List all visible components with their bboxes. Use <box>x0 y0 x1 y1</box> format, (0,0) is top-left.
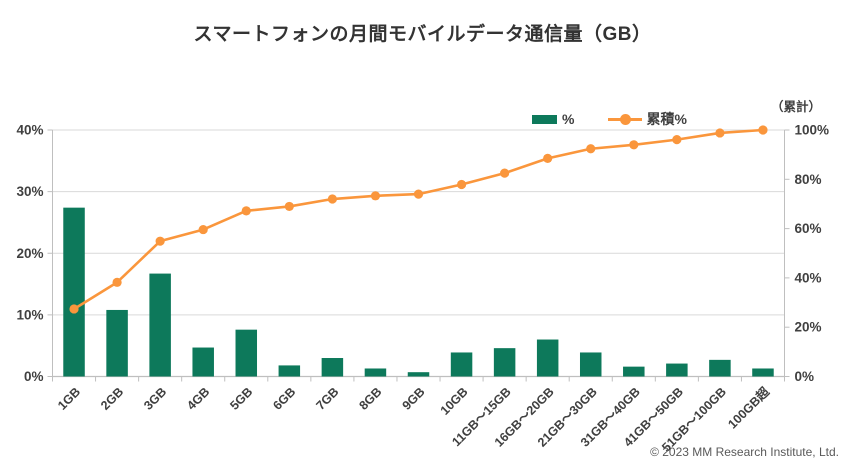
cumulative-point-11 <box>543 153 553 163</box>
cumulative-point-4 <box>241 206 251 216</box>
cumulative-point-13 <box>629 140 639 150</box>
left-tick-label-0: 0% <box>24 369 44 384</box>
chart-title: スマートフォンの月間モバイルデータ通信量（GB） <box>193 24 652 45</box>
bar-14 <box>666 363 688 377</box>
legend-bar-swatch-icon <box>532 115 557 124</box>
cumulative-point-6 <box>327 194 337 204</box>
legend-line-label: 累積% <box>646 111 687 127</box>
bar-11 <box>536 339 559 377</box>
x-label-0: 1GB <box>55 385 83 413</box>
x-label-7: 8GB <box>356 385 384 413</box>
bar-4 <box>235 329 258 377</box>
bar-16 <box>752 368 774 377</box>
left-tick-label-3: 30% <box>16 184 43 199</box>
cumulative-point-3 <box>198 224 208 235</box>
x-label-3: 4GB <box>184 385 212 413</box>
bar-13 <box>623 366 645 377</box>
bar-3 <box>192 347 214 377</box>
left-tick-label-4: 40% <box>16 123 43 138</box>
cumulative-point-15 <box>715 128 725 138</box>
left-tick-label-1: 10% <box>16 307 43 322</box>
cumulative-point-12 <box>586 144 596 154</box>
cumulative-point-1 <box>112 277 122 287</box>
legend-line-dot <box>620 113 632 125</box>
x-label-1: 2GB <box>98 385 126 413</box>
bar-6 <box>321 358 344 377</box>
left-tick-label-2: 20% <box>16 246 43 261</box>
bar-1 <box>106 309 128 377</box>
bar-10 <box>493 348 516 377</box>
bar-15 <box>709 359 731 377</box>
cumulative-point-5 <box>284 201 294 212</box>
cumulative-point-0 <box>69 304 79 314</box>
copyright-text: © 2023 MM Research Institute, Ltd. <box>650 445 839 459</box>
right-tick-label-4: 80% <box>795 172 822 187</box>
x-label-8: 9GB <box>400 385 428 413</box>
bar-2 <box>149 273 171 377</box>
x-label-6: 7GB <box>313 385 341 413</box>
x-label-4: 5GB <box>227 385 255 413</box>
cumulative-line <box>73 128 764 311</box>
bar-12 <box>579 352 602 377</box>
right-tick-label-2: 40% <box>795 270 822 285</box>
bar-7 <box>364 368 387 377</box>
right-tick-label-1: 20% <box>795 320 822 335</box>
right-tick-label-3: 60% <box>795 221 822 236</box>
legend: % 累積% <box>532 111 687 127</box>
right-tick-label-5: 100% <box>795 123 830 138</box>
right-tick-label-0: 0% <box>795 369 815 384</box>
bar-5 <box>278 365 301 377</box>
x-label-16: 100GB超 <box>725 384 773 432</box>
legend-line-marker-icon <box>608 113 643 125</box>
cumulative-point-2 <box>155 236 165 246</box>
cumulative-point-14 <box>672 135 682 145</box>
legend-bar-label: % <box>562 111 575 127</box>
x-label-5: 6GB <box>270 385 298 413</box>
x-label-9: 10GB <box>438 385 471 418</box>
cumulative-point-9 <box>456 179 467 190</box>
bar-8 <box>407 372 430 377</box>
cumulative-point-10 <box>500 168 510 178</box>
cumulative-point-7 <box>370 191 381 201</box>
cumulative-point-16 <box>758 125 768 135</box>
x-label-2: 3GB <box>141 385 169 413</box>
cumulative-point-8 <box>413 189 424 199</box>
bar-0 <box>63 207 85 377</box>
bar-9 <box>450 352 473 377</box>
right-axis-title: （累計） <box>770 100 821 114</box>
